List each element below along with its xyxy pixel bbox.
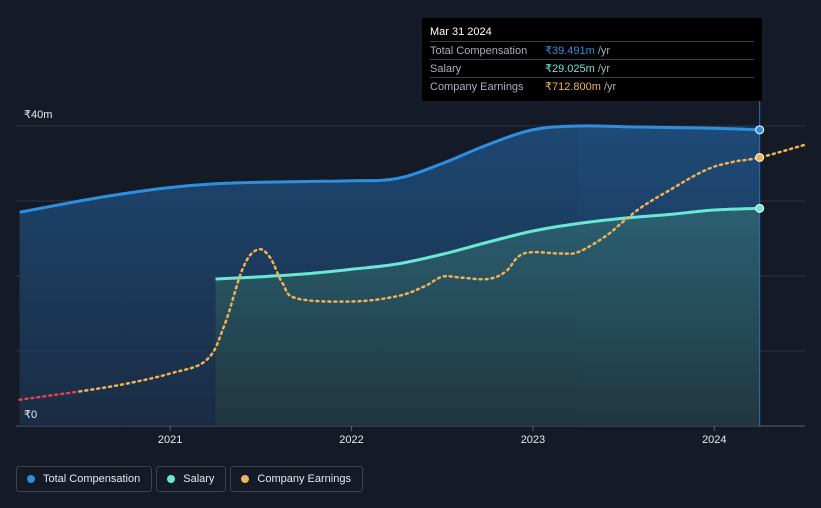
y-tick-label-bottom: ₹0 [24, 409, 37, 421]
salary-area [215, 208, 760, 426]
tooltip-label: Company Earnings [430, 80, 524, 93]
chart-legend: Total Compensation Salary Company Earnin… [16, 466, 363, 492]
tooltip-unit: /yr [597, 44, 611, 57]
legend-label: Company Earnings [257, 473, 351, 485]
tooltip-value: ₹29.025m [545, 63, 595, 75]
tooltip-row-total-compensation: Total Compensation ₹39.491m /yr [430, 41, 754, 59]
x-tick-label: 2023 [521, 434, 545, 446]
salary-marker[interactable] [755, 203, 765, 213]
legend-item-company-earnings[interactable]: Company Earnings [230, 466, 363, 492]
tooltip-date: Mar 31 2024 [430, 26, 492, 38]
tooltip-row-company-earnings: Company Earnings ₹712.800m /yr [430, 77, 754, 95]
y-tick-label-top: ₹40m [24, 109, 52, 121]
tooltip-unit: /yr [603, 80, 617, 93]
legend-dot-icon [27, 475, 35, 483]
x-tick-label: 2022 [339, 434, 363, 446]
company-earnings-line [78, 143, 807, 393]
tooltip-row-salary: Salary ₹29.025m /yr [430, 59, 754, 77]
legend-dot-icon [241, 475, 250, 483]
company-earnings-negative-line [18, 390, 81, 401]
total-compensation-marker[interactable] [755, 125, 765, 135]
tooltip-unit: /yr [597, 62, 611, 75]
tooltip-label: Salary [430, 62, 462, 75]
salary-line [215, 206, 760, 281]
legend-label: Total Compensation [43, 473, 141, 485]
tooltip-label: Total Compensation [430, 44, 528, 57]
tooltip-value: ₹39.491m [545, 45, 595, 57]
legend-item-salary[interactable]: Salary [156, 466, 227, 492]
total-compensation-line [19, 124, 760, 214]
legend-item-total-compensation[interactable]: Total Compensation [16, 466, 153, 492]
x-tick-label: 2021 [158, 434, 182, 446]
legend-label: Salary [183, 473, 215, 485]
x-tick-label: 2024 [702, 434, 726, 446]
tooltip-value: ₹712.800m [545, 81, 601, 93]
chart-tooltip: Mar 31 2024 Total Compensation ₹39.491m … [422, 18, 762, 101]
legend-dot-icon [167, 475, 176, 483]
x-axis-ticks: 2021 2022 2023 2024 [158, 426, 727, 446]
company-earnings-marker[interactable] [755, 153, 765, 162]
